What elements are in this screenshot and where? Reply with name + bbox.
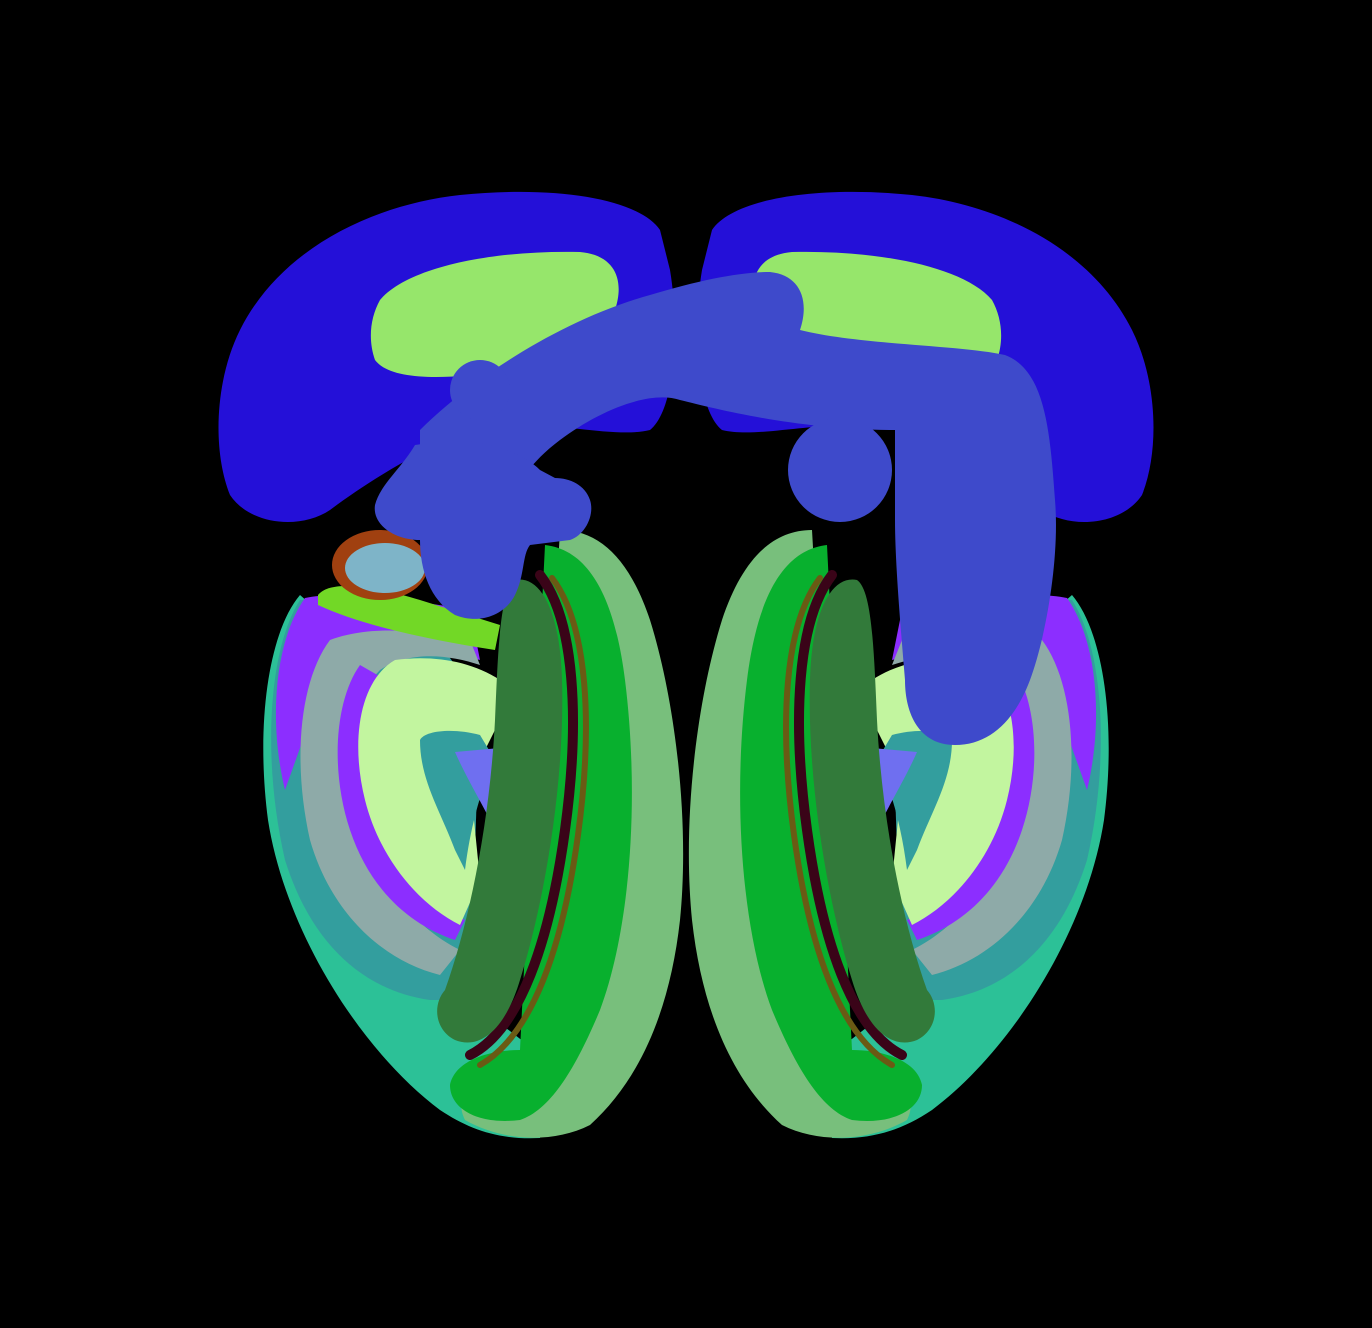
left-lobe-olive-line (477, 575, 589, 1068)
left-lobe-violet-inner (337, 665, 465, 940)
right-lobe-olive-line (783, 575, 895, 1068)
left-lobe-maroon-line (465, 570, 578, 1060)
tract-arch (420, 272, 1056, 745)
lime-patch (318, 585, 500, 650)
right-lobe-dark-green-core (809, 579, 935, 1043)
left-lobe-dark-green-core (437, 579, 563, 1043)
right-lower-lobe (688, 530, 1109, 1139)
tract-knob-left-top (450, 360, 510, 420)
left-lower-lobe (263, 530, 684, 1139)
right-lobe-maroon-line (794, 570, 907, 1060)
lightblue-blob (345, 543, 425, 593)
tract-left-lobe (374, 440, 592, 619)
right-lobe-violet-inner (907, 665, 1035, 940)
left-small-structures (318, 530, 500, 650)
tract-knob-right (788, 418, 892, 522)
overlay-tract (374, 272, 1056, 745)
